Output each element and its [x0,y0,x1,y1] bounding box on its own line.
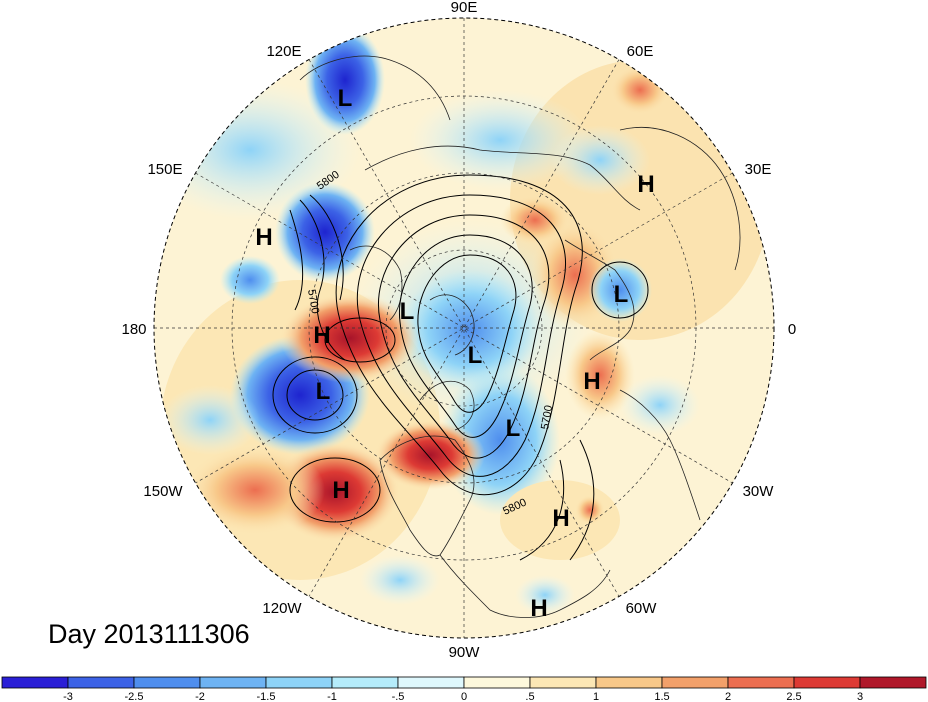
lon-label-30e: 30E [745,161,772,178]
polar-map: 90E 60E 30E 0 30W 60W 90W 120W 150W 180 … [121,0,796,661]
pressure-center-l-east-us: L [506,415,521,442]
lon-label-60e: 60E [627,43,654,60]
colorbar-tick-label: -3 [63,691,73,702]
colorbar-ticks: -3 -2.5 -2 -1.5 -1 -.5 0 .5 1 1.5 2 2.5 3 [63,691,863,702]
lon-label-0: 0 [788,321,796,338]
colorbar-boxes [1,676,927,689]
colorbar-tick-label: -1.5 [257,691,276,702]
colorbar-tick-label: 2.5 [786,691,801,702]
lon-label-90e: 90E [451,0,478,16]
lon-label-120w: 120W [262,600,302,617]
colorbar-tick-label: -.5 [392,691,405,702]
colorbar-box [793,676,861,689]
colorbar-box [265,676,333,689]
colorbar: -3 -2.5 -2 -1.5 -1 -.5 0 .5 1 1.5 2 2.5 3 [1,676,927,702]
colorbar-box [133,676,201,689]
colorbar-box [397,676,465,689]
coastlines [299,55,741,618]
pressure-center-l-arctic-1: L [400,298,415,325]
longitude-labels: 90E 60E 30E 0 30W 60W 90W 120W 150W 180 … [121,0,796,661]
lon-label-60w: 60W [626,600,658,617]
pressure-center-h-w-atlantic: H [552,505,569,532]
colorbar-tick-label: 0 [461,691,467,702]
colorbar-tick-label: 2 [725,691,731,702]
pressure-center-h-30e: H [637,171,654,198]
colorbar-tick-label: 3 [857,691,863,702]
colorbar-box [859,676,927,689]
lon-label-180: 180 [121,321,146,338]
colorbar-tick-label: -2 [195,691,205,702]
colorbar-box [1,676,69,689]
pressure-center-l-120e: L [338,85,353,112]
colorbar-tick-label: -1 [327,691,337,702]
pressure-center-h-150e: H [255,224,272,251]
pressure-centers: L H H L L L H H L L H H H [255,85,654,622]
contour-label: 5700 [539,404,555,430]
graticule [154,18,774,638]
colorbar-tick-label: .5 [525,691,534,702]
pressure-center-h-atlantic: H [583,368,600,395]
colorbar-tick-label: 1.5 [654,691,669,702]
map-boundary [153,17,775,639]
colorbar-box [727,676,795,689]
colorbar-box [67,676,135,689]
lon-label-120e: 120E [266,43,301,60]
pressure-center-h-south: H [530,595,547,622]
colorbar-box [463,676,531,689]
colorbar-tick-label: 1 [593,691,599,702]
pressure-center-h-pacific: H [332,477,349,504]
pressure-center-l-europe: L [614,281,629,308]
day-label: Day 2013111306 [48,619,250,649]
colorbar-box [529,676,597,689]
height-contours [272,174,649,561]
lon-label-30w: 30W [743,483,775,500]
colorbar-box [199,676,267,689]
pressure-center-h-date-line: H [313,322,330,349]
colorbar-box [595,676,663,689]
colorbar-box [331,676,399,689]
colorbar-box [661,676,729,689]
lon-label-150w: 150W [143,483,183,500]
pressure-center-l-gulf-alaska: L [316,378,331,405]
lon-label-150e: 150E [147,161,182,178]
pressure-center-l-arctic-2: L [468,342,483,369]
lon-label-90w: 90W [449,644,481,661]
colorbar-tick-label: -2.5 [125,691,144,702]
contour-label: 5700 [305,288,321,314]
